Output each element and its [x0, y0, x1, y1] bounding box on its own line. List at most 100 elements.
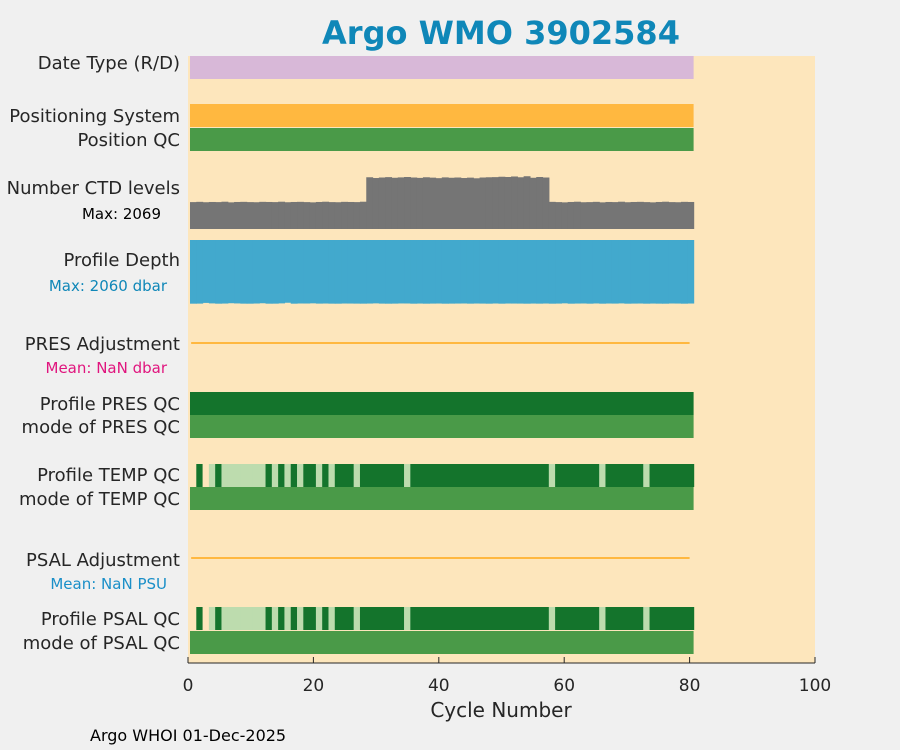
qc-flag-cell [347, 464, 355, 487]
qc-flag-cell [227, 607, 235, 630]
x-tick-label: 40 [428, 676, 450, 696]
profile-depth-bar [221, 240, 229, 304]
qc-flag-cell [636, 464, 644, 487]
ctd-level-bar [284, 202, 292, 229]
ctd-level-bar [322, 201, 330, 229]
profile-depth-bar [284, 240, 292, 303]
qc-flag-cell [479, 464, 487, 487]
qc-flag-cell [435, 607, 443, 630]
qc-flag-cell [498, 607, 506, 630]
qc-flag-cell [473, 464, 481, 487]
qc-flag-cell [271, 607, 279, 630]
ctd-level-bar [265, 201, 273, 229]
qc-flag-cell [359, 607, 367, 630]
qc-flag-cell [404, 607, 411, 630]
ctd-level-bar [297, 201, 304, 229]
ctd-level-bar [422, 177, 430, 229]
ctd-level-bar [404, 176, 411, 229]
qc-flag-cell [208, 464, 216, 487]
qc-flag-cell [366, 607, 374, 630]
ctd-level-bar [586, 202, 594, 229]
profile-depth-bar [511, 240, 518, 304]
ctd-level-bar [561, 202, 569, 229]
ctd-level-bar [328, 202, 336, 229]
qc-flag-cell [636, 607, 644, 630]
profile-depth-bar [196, 240, 204, 304]
ctd-level-bar [341, 201, 348, 229]
qc-flag-cell [624, 464, 632, 487]
qc-flag-cell [611, 607, 619, 630]
x-axis: 0 20 40 60 80 100 [183, 657, 831, 696]
profile-depth-bar [309, 240, 317, 304]
qc-flag-cell [372, 607, 380, 630]
profile-depth-bar [655, 240, 663, 304]
qc-flag-cell [315, 464, 323, 487]
profile-depth-bar [504, 240, 512, 304]
ctd-level-bar [410, 177, 418, 229]
qc-flag-cell [460, 607, 468, 630]
profile-depth-bar [636, 240, 644, 304]
ctd-levels-bars [190, 176, 695, 229]
ctd-level-bar [511, 176, 518, 229]
qc-flag-cell [586, 607, 594, 630]
ctd-level-bar [611, 202, 619, 229]
profile-depth-bar [385, 240, 393, 304]
profile-depth-bar [624, 240, 632, 304]
qc-flag-cell [410, 464, 418, 487]
profile-depth-bar [290, 240, 298, 304]
profile-depth-bar [573, 240, 581, 304]
mode-pres-qc-bar [190, 415, 694, 438]
ctd-level-bar [529, 177, 537, 229]
qc-flag-cell [618, 464, 625, 487]
profile-depth-bar [555, 240, 563, 304]
profile-depth-bar [259, 240, 267, 304]
qc-flag-cell [366, 464, 374, 487]
qc-flag-cell [668, 464, 676, 487]
profile-depth-bar [416, 240, 424, 304]
ctd-level-bar [630, 201, 638, 229]
profile-depth-bar [536, 240, 544, 304]
ctd-level-bar [303, 202, 311, 229]
qc-flag-cell [649, 464, 657, 487]
qc-flag-cell [234, 607, 241, 630]
qc-flag-cell [555, 464, 563, 487]
qc-flag-cell [504, 464, 512, 487]
profile-depth-bar [681, 240, 688, 304]
qc-flag-cell [385, 464, 393, 487]
qc-flag-cell [429, 607, 437, 630]
ctd-level-bar [190, 202, 197, 229]
qc-flag-cell [529, 607, 537, 630]
ctd-level-bar [215, 202, 223, 229]
qc-flag-cell [643, 464, 651, 487]
plot-area [188, 56, 815, 663]
qc-flag-cell [605, 607, 613, 630]
ctd-level-bar [334, 202, 342, 229]
qc-flag-cell [359, 464, 367, 487]
positioning-system-bar [190, 104, 694, 127]
ctd-level-bar [668, 202, 676, 229]
profile-depth-bar [561, 240, 569, 304]
qc-flag-cell [190, 464, 197, 487]
profile-depth-bar [391, 240, 399, 304]
ctd-level-bar [372, 178, 380, 229]
qc-flag-cell [246, 607, 254, 630]
qc-flag-cell [567, 464, 575, 487]
qc-flag-cell [492, 607, 500, 630]
ctd-level-bar [536, 176, 544, 229]
profile-depth-bar [586, 240, 594, 304]
ctd-level-bar [624, 202, 632, 229]
profile-depth-bar [548, 240, 556, 304]
ctd-level-bar [221, 201, 229, 229]
qc-flag-cell [523, 464, 531, 487]
ctd-level-bar [548, 201, 556, 229]
profile-depth-bar [215, 240, 223, 304]
mode-psal-qc-label: mode of PSAL QC [23, 633, 180, 654]
ctd-level-bar [196, 201, 204, 229]
ctd-level-bar [385, 177, 393, 229]
ctd-level-bar [523, 176, 531, 229]
qc-flag-cell [630, 464, 638, 487]
profile-depth-bar [303, 240, 311, 304]
ctd-level-bar [278, 201, 286, 229]
profile-temp-qc-label: Profile TEMP QC [37, 465, 180, 486]
ctd-level-bar [454, 177, 462, 229]
